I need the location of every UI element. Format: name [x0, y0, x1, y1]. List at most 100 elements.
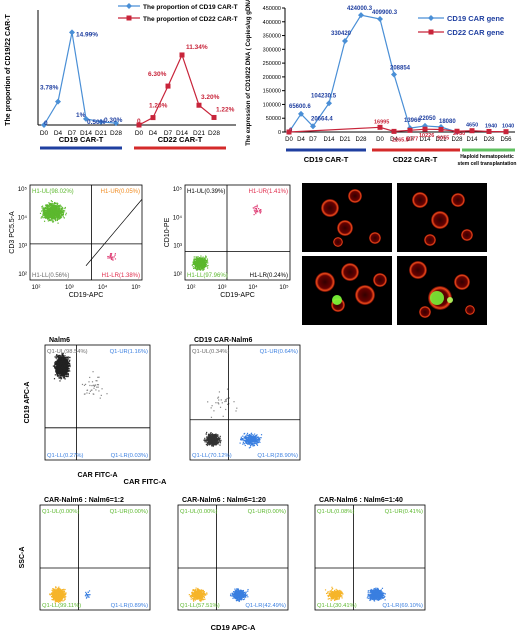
y-label-6: SSC-A: [19, 547, 26, 569]
data-label-cd22-gene-2: 2265.9: [392, 137, 409, 143]
population-5-2: [225, 400, 227, 402]
x-tick-3-0: 10²: [187, 285, 196, 291]
population-3-0: [194, 267, 196, 269]
y-tick-label-2-6: 300000: [263, 47, 281, 53]
quad-ur-2: H1-UR(0.05%): [101, 189, 140, 195]
point-cd22-gene-9: [503, 129, 509, 135]
cell-2: [337, 220, 353, 236]
y-axis-label: The proportion of CD19/22 CAR-T: [5, 13, 12, 125]
quad-ur-8: Q1-UR(0.41%): [385, 509, 423, 515]
quad-ll-4: Q1-LL(0.27%): [47, 453, 83, 459]
population-6-1: [87, 596, 89, 598]
point-cd22-gene-1: [377, 124, 383, 130]
x-tick-2-6: D0: [376, 137, 384, 143]
x-tick-2-13: D28: [483, 137, 495, 143]
data-label-cd22-gene-7: 4650: [466, 123, 478, 129]
quad-ur-7: Q1-UR(0.00%): [248, 509, 286, 515]
point-cd19-gene-5: [358, 12, 364, 19]
x-tick-2-D4: D4: [149, 130, 158, 137]
y-label-2: CD3 PC5.5-A: [9, 211, 16, 254]
y-tick-label-2-7: 350000: [263, 34, 281, 40]
quad-ul-3: H1-UL(0.39%): [187, 189, 225, 195]
quad-ur-4: Q1-UR(1.16%): [110, 349, 148, 355]
quad-ll-7: Q1-LL(57.51%): [180, 603, 220, 609]
data-label-cd19-gene-1: 65600.6: [289, 104, 311, 110]
quad-ul-7: Q1-UL(0.00%): [180, 509, 217, 515]
cell-15: [373, 273, 387, 287]
y-tick-label-2-4: 200000: [263, 75, 281, 81]
point-s2-D7: [165, 83, 171, 89]
data-label-cd22-gene-4: 10226: [419, 133, 434, 139]
cell-1: [321, 199, 339, 217]
cell-5: [333, 237, 343, 247]
green-cell-2: [430, 291, 444, 305]
data-label-s1-5: 0.30%: [104, 117, 123, 124]
data-label-s2-0: 0: [137, 118, 141, 125]
quad-lr-7: Q1-LR(42.49%): [245, 603, 286, 609]
x-tick-2-D21: D21: [193, 130, 205, 137]
panel-title-4: Nalm6: [49, 337, 70, 344]
cell-18: [454, 274, 470, 290]
x-label-3: CD19-APC: [220, 292, 255, 299]
data-label-cd19-gene-4: 330420: [331, 31, 352, 37]
point-cd19-gene-4: [342, 37, 348, 44]
flow-panel-6: [39, 504, 151, 611]
panel-title-5: CD19 CAR-Nalm6: [194, 337, 252, 344]
data-label-s1-4: 0.50%: [87, 119, 106, 126]
legend-label-2-2: CD22 CAR gene: [447, 28, 504, 37]
legend-marker-2-2: [428, 29, 434, 35]
x-tick-2-12: D14: [466, 137, 478, 143]
point-cd22-gene-7: [469, 128, 475, 134]
data-label-s1-0: 0: [44, 120, 48, 127]
y-tick-2-3: 10⁵: [18, 186, 28, 193]
x-tick-2-9: D14: [419, 137, 431, 143]
x-tick-1-D4: D4: [54, 130, 63, 137]
panel-title-8: CAR-Nalm6 : Nalm6=1:40: [319, 497, 403, 504]
data-label-cd19-gene-9: 22050: [419, 116, 436, 122]
data-label-cd19-gene-6: 409900.3: [372, 10, 398, 16]
data-label-s2-3: 11.34%: [186, 44, 208, 51]
quad-ll-5: Q1-LL(70.12%): [192, 453, 232, 459]
quad-ul-2: H1-UL(98.02%): [32, 189, 74, 195]
y-tick-label-2-3: 150000: [263, 89, 281, 95]
data-label-cd19-gene-3: 104230.5: [311, 93, 337, 99]
cell-16: [409, 261, 427, 279]
point-cd19-gene-3: [326, 100, 332, 107]
cell-6: [412, 192, 428, 208]
x-tick-1-D0: D0: [40, 130, 49, 137]
legend-marker-2-1: [428, 15, 434, 21]
data-label-s2-4: 3.20%: [201, 94, 220, 101]
point-cd19-gene-7: [391, 71, 397, 78]
quad-lr-6: Q1-LR(0.89%): [111, 603, 148, 609]
point-s2-D14: [179, 52, 185, 58]
x-tick-2-8: D7: [406, 137, 414, 143]
data-label-s1-3: 1%: [76, 112, 86, 119]
y-tick-label-2-9: 450000: [263, 6, 281, 12]
data-label-cd22-gene-6: 2750: [453, 131, 465, 137]
quad-ul-5: Q1-UL(0.34%): [192, 349, 229, 355]
x-tick-2-D7: D7: [164, 130, 173, 137]
panel-title-7: CAR-Nalm6 : Nalm6=1:20: [182, 497, 266, 504]
quad-lr-3: H1-LR(0.24%): [250, 273, 288, 279]
x-tick-2-D14: D14: [176, 130, 188, 137]
flow-panel-2: [29, 184, 143, 281]
cell-13: [355, 285, 375, 305]
quad-ll-2: H1-LL(0.56%): [32, 273, 69, 279]
cell-10: [461, 229, 473, 241]
point-s2-D4: [150, 115, 156, 121]
quad-ul-4: Q1-UL(98.54%): [47, 349, 88, 355]
y-tick-2-2: 10⁴: [18, 214, 28, 221]
point-cd22-gene-0: [286, 129, 292, 135]
point-cd22-gene-5: [438, 127, 444, 133]
data-label-cd22-gene-3: 6077: [406, 136, 418, 142]
x-tick-2-1: 10³: [65, 285, 74, 291]
x-tick-2-4: D21: [339, 137, 351, 143]
flow-panel-5: [189, 344, 301, 461]
group-label-2: CD22 CAR-T: [158, 135, 203, 144]
legend-marker-2: [126, 15, 132, 21]
data-label-s2-1: 1.20%: [149, 103, 168, 110]
cell-7: [431, 211, 449, 229]
y-tick-3-0: 10²: [173, 272, 182, 278]
y-label-4: CD19 APC-A: [24, 382, 31, 424]
x-label-shared-row3: CAR FITC-A: [124, 477, 167, 486]
